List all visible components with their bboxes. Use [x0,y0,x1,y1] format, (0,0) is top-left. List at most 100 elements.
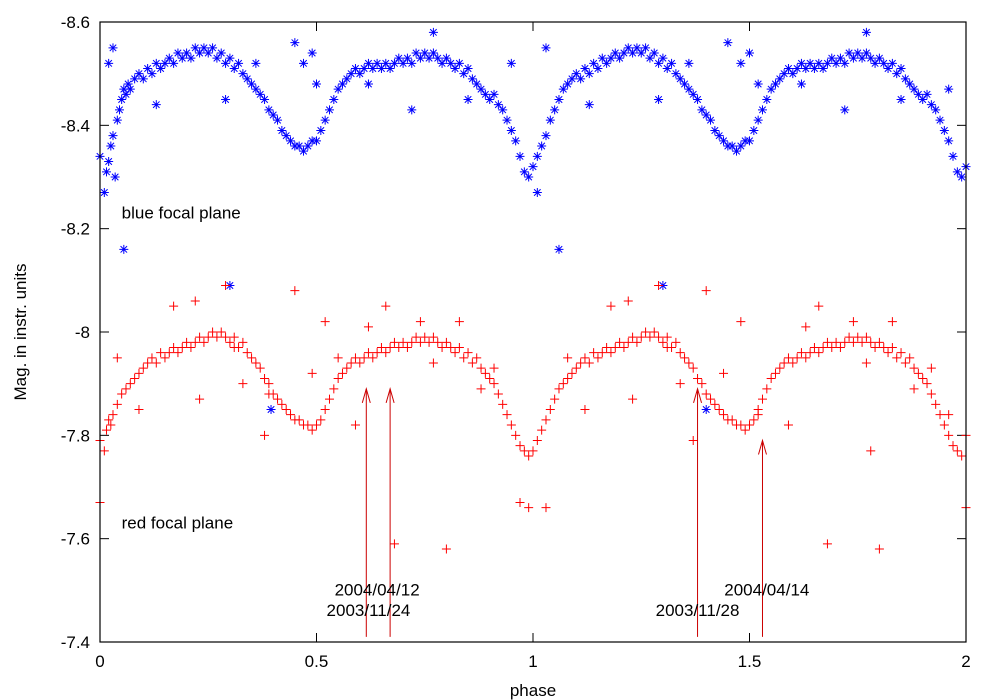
plot-frame [99,21,967,643]
blue-data-point [151,100,161,110]
red-data-point [749,415,759,425]
red-data-point [783,420,793,430]
red-data-point [736,317,746,327]
blue-data-point [415,53,425,63]
blue-data-point [195,48,205,58]
red-data-point [415,337,425,347]
red-data-point [255,363,265,373]
blue-data-point [554,95,564,104]
blue-data-point [532,188,542,197]
blue-data-point [584,100,594,110]
red-data-point [273,394,283,404]
red-data-point [489,363,499,373]
red-data-point [558,379,568,389]
red-data-point [156,348,166,358]
blue-data-point [944,136,954,146]
red-data-point [489,379,499,389]
red-data-point [355,358,365,368]
blue-data-point [268,110,278,120]
blue-data-point [796,58,806,68]
red-data-point [277,399,287,409]
blue-data-point [870,58,880,68]
red-data-point [511,430,521,440]
blue-data-point [779,69,789,79]
red-data-point [719,410,729,420]
blue-data-point [104,157,114,166]
blue-data-point [221,58,231,68]
blue-data-point [294,141,304,151]
red-data-point [454,317,464,327]
x-tick-label: 2 [961,652,970,671]
red-data-point [628,332,638,342]
red-data-point [480,368,490,378]
blue-data-point [883,64,893,73]
red-data-point [411,332,421,342]
red-data-point [801,353,811,363]
red-data-point [333,353,343,363]
blue-data-point [753,79,763,89]
blue-data-point [255,89,265,99]
red-data-point [541,415,551,425]
red-data-point [320,405,330,414]
blue-data-point [636,48,646,58]
red-data-point [437,343,447,352]
blue-data-point [658,53,668,63]
blue-data-point [701,405,711,414]
blue-data-point [446,58,456,68]
red-data-point [169,343,179,352]
red-data-point [454,343,464,352]
red-data-point [844,332,854,342]
blue-data-point [134,69,144,79]
blue-data-point [108,43,118,53]
red-data-point [905,353,915,363]
red-data-point [329,384,339,394]
blue-data-point [467,74,477,84]
red-data-point [519,446,529,456]
red-data-point [675,379,685,389]
blue-data-point [454,58,464,68]
red-data-point [727,415,737,425]
red-data-point [476,363,486,373]
red-data-point [658,337,668,347]
blue-data-point [307,48,317,58]
blue-data-point [203,48,213,58]
blue-data-point [757,105,767,115]
blue-data-point [701,110,711,120]
blue-data-point [641,43,651,53]
red-data-point [524,451,534,461]
blue-data-point [545,115,555,125]
blue-data-point [506,126,516,135]
red-data-point [879,343,889,352]
red-data-point [615,337,625,347]
blue-data-point [558,84,568,94]
blue-data-point [463,64,473,73]
red-data-point [909,384,919,394]
red-data-point [602,343,612,352]
blue-data-point [697,105,707,115]
blue-data-point [792,64,802,73]
blue-data-point [493,100,503,110]
red-data-point [571,363,581,373]
y-tick-label: -8.4 [61,116,90,135]
blue-data-point [515,151,525,161]
x-tick-label: 0 [95,652,104,671]
blue-data-point [623,43,633,53]
blue-data-point [498,105,508,115]
red-data-point [848,317,858,327]
red-data-point [710,399,720,409]
blue-data-point [853,48,863,58]
red-data-point [537,425,547,435]
blue-data-point [835,53,845,63]
red-data-point [766,374,776,383]
red-data-point [428,332,438,342]
red-data-point [584,358,594,368]
red-data-point [493,389,503,399]
red-data-point [835,343,845,352]
red-data-point [394,343,404,352]
red-data-point [216,327,226,337]
red-data-point [693,374,703,383]
red-data-point [649,327,659,337]
blue-data-point [212,53,222,63]
blue-data-point [264,105,274,115]
blue-data-point [506,58,516,68]
